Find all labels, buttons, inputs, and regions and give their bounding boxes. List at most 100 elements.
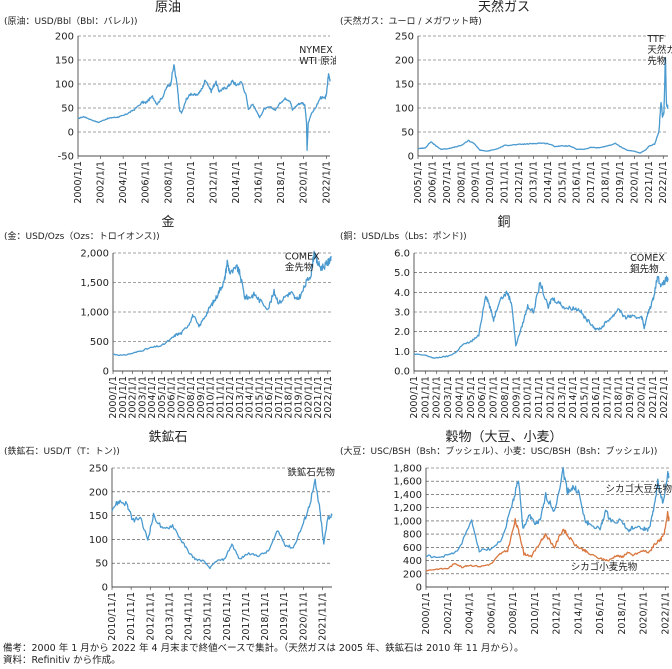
chart-gold: 0 500 1,000 1,500 2,000 2000/1/12001/1/12002/… <box>80 249 334 419</box>
x-tick-label: 2011/1/1 <box>215 376 226 419</box>
y-tick-label: 200 <box>403 569 422 580</box>
x-tick-label: 2006/1/1 <box>486 592 497 635</box>
x-tick-label: 2004/1/1 <box>147 376 158 419</box>
x-tick-label: 2010/1/1 <box>530 592 541 635</box>
x-tick-label: 2009/1/1 <box>471 161 482 204</box>
unit-label: (原油：USD/Bbl（Bbl：バレル)) <box>4 17 138 27</box>
x-tick-label: 2012/1/1 <box>552 592 563 635</box>
series-line <box>113 250 332 357</box>
x-tick-label: 2008/1/1 <box>456 161 467 204</box>
chart-title: 鉄鉱石 <box>148 430 188 445</box>
x-tick-label: 2014/1/1 <box>245 376 256 419</box>
x-tick-label: 2006/1/1 <box>477 376 488 419</box>
x-tick-label: 2019/1/1 <box>615 161 626 204</box>
x-tick-label: 2010/11/1 <box>107 592 118 641</box>
y-tick-label: 1,500 <box>80 278 109 289</box>
chart-grains: 0 200 400 600 800 1,000 1,200 1,400 1,600 1,800 20… <box>393 464 672 635</box>
y-tick-label: 800 <box>403 530 422 541</box>
y-tick-label: 6.0 <box>394 249 410 260</box>
x-tick-label: 2012/1/1 <box>208 161 219 204</box>
x-tick-label: 2012/1/1 <box>225 376 236 419</box>
annotation: シカゴ大豆先物 <box>606 483 672 495</box>
x-tick-label: 2007/1/1 <box>442 161 453 204</box>
x-tick-label: 2003/1/1 <box>137 376 148 419</box>
annotation: 金先物 <box>285 261 314 273</box>
x-tick-label: 2000/1/1 <box>421 592 432 635</box>
y-tick-label: 0 <box>102 583 108 594</box>
x-tick-label: 2011/11/1 <box>126 592 137 641</box>
y-tick-label: 150 <box>89 511 108 522</box>
annotation: COMEX <box>285 251 320 262</box>
y-tick-label: 500 <box>90 337 109 348</box>
y-tick-label: 50 <box>401 128 414 139</box>
x-tick-label: 2022/1/1 <box>323 376 334 419</box>
unit-label: (大豆：USC/BSH（Bsh：ブッシェル）、小麦：USC/BSH（Bsh：ブッ… <box>340 447 658 457</box>
x-tick-label: 2010/1/1 <box>523 376 534 419</box>
footer-source: 資料：Refinitiv から作成。 <box>3 655 121 666</box>
panel-grains: 穀物（大豆、小麦） (大豆：USC/BSH（Bsh：ブッシェル）、小麦：USC/… <box>336 430 672 645</box>
panel-crude: 原油 (原油：USD/Bbl（Bbl：バレル)) -50 0 50 100 150 200… <box>0 0 336 215</box>
x-tick-label: 2018/11/1 <box>260 592 271 641</box>
x-tick-label: 2006/1/1 <box>427 161 438 204</box>
x-tick-label: 2018/1/1 <box>601 161 612 204</box>
chart-title: 銅 <box>497 215 511 230</box>
annotation: シカゴ小麦先物 <box>571 561 638 573</box>
y-tick-label: 5.0 <box>394 268 410 279</box>
annotation: 先物 <box>647 55 667 67</box>
footer: 備考：2000 年 1 月から 2022 年 4 月末まで終値ベースで集計。（天… <box>3 643 524 667</box>
x-tick-label: 2018/1/1 <box>617 592 628 635</box>
x-tick-label: 2019/11/1 <box>279 592 290 641</box>
x-tick-label: 2014/1/1 <box>573 592 584 635</box>
x-tick-label: 2021/1/1 <box>648 376 659 419</box>
x-tick-label: 2019/1/1 <box>293 376 304 419</box>
x-tick-label: 2016/1/1 <box>264 376 275 419</box>
x-tick-label: 2011/1/1 <box>534 376 545 419</box>
annotation: TTF <box>646 34 664 45</box>
series-line <box>417 56 669 154</box>
y-tick-label: 200 <box>89 487 108 498</box>
y-tick-label: 1,000 <box>80 308 109 319</box>
chart-ironore: 0 50 100 150 200 250 2010/11/1 2011/11/1 2012/11… <box>89 464 336 641</box>
chart-title: 穀物（大豆、小麦） <box>445 430 563 445</box>
x-tick-label: 2008/1/1 <box>508 592 519 635</box>
x-tick-label: 2022/1/1 <box>321 161 332 204</box>
x-tick-label: 2017/1/1 <box>586 161 597 204</box>
x-tick-label: 2010/1/1 <box>485 161 496 204</box>
x-tick-label: 2013/1/1 <box>235 376 246 419</box>
x-tick-label: 2000/1/1 <box>73 161 84 204</box>
annotation: 銅先物 <box>630 263 659 275</box>
y-tick-label: 400 <box>403 556 422 567</box>
x-tick-label: 2016/1/1 <box>595 592 606 635</box>
unit-label: (天然ガス：ユーロ / メガワット時) <box>340 17 482 27</box>
series-line <box>425 466 670 559</box>
x-tick-label: 2007/1/1 <box>489 376 500 419</box>
series-line <box>77 64 331 151</box>
y-tick-label: 200 <box>55 32 74 43</box>
x-tick-label: 2016/1/1 <box>572 161 583 204</box>
annotation: 鉄鉱石先物 <box>287 467 335 479</box>
x-tick-label: 2013/11/1 <box>164 592 175 641</box>
x-tick-label: 2013/1/1 <box>557 376 568 419</box>
x-tick-label: 2015/11/1 <box>203 592 214 641</box>
panel-ironore: 鉄鉱石 (鉄鉱石：USD/T（T：トン)) 0 50 100 150 200 250 201… <box>0 430 336 645</box>
y-tick-label: 1,000 <box>393 516 422 527</box>
y-tick-label: 600 <box>403 543 422 554</box>
panel-gas: 天然ガス (天然ガス：ユーロ / メガワット時) 0 50 100 150 200 250… <box>336 0 672 215</box>
chart-crude: -50 0 50 100 150 200 2000/1/1 2002/1/1 2004/1/1 2… <box>55 32 336 204</box>
annotation: WTI 原油先物 <box>299 55 336 67</box>
x-tick-label: 2016/1/1 <box>591 376 602 419</box>
y-tick-label: 250 <box>89 464 108 475</box>
x-tick-label: 2013/1/1 <box>528 161 539 204</box>
x-tick-label: 2002/1/1 <box>432 376 443 419</box>
y-tick-label: 2.0 <box>394 327 410 338</box>
unit-label: (金：USD/Ozs（Ozs：トロイオンス)) <box>4 232 160 242</box>
x-tick-label: 2019/1/1 <box>625 376 636 419</box>
y-tick-label: 100 <box>89 535 108 546</box>
x-tick-label: 2020/1/1 <box>636 376 647 419</box>
x-tick-label: 2005/1/1 <box>413 161 424 204</box>
y-tick-label: 0 <box>103 367 109 378</box>
x-tick-label: 2000/1/1 <box>108 376 119 419</box>
y-tick-label: 50 <box>95 559 108 570</box>
x-tick-label: 2022/1/1 <box>660 592 671 635</box>
